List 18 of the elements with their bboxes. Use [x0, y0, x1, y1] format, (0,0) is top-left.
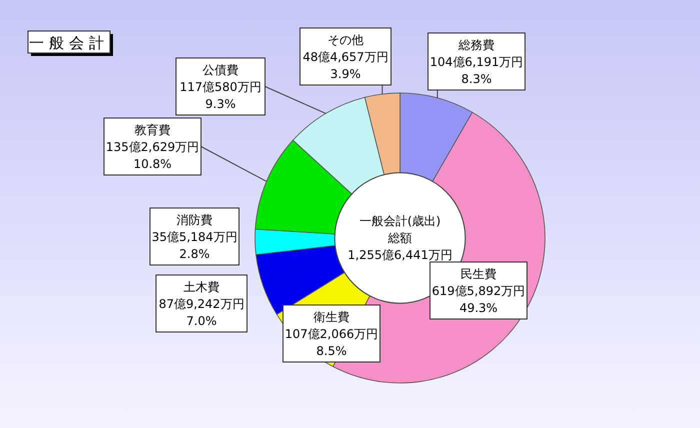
slice-label: 総務費	[458, 38, 494, 52]
data-label: 87億9,242万円 7.0%	[158, 297, 244, 328]
slice-label: 民生費	[460, 267, 496, 281]
chart-title: 一般会計	[29, 34, 109, 52]
slice-label: 公債費	[202, 63, 238, 77]
slice-label: 衛生費	[314, 310, 350, 324]
slice-label: 土木費	[184, 280, 220, 294]
data-label: 117億580万円 9.3%	[180, 80, 262, 111]
data-label: 104億6,191万円 8.3%	[430, 55, 524, 86]
data-label: 135億2,629万円 10.8%	[106, 140, 200, 171]
data-label: 48億4,657万円 3.9%	[302, 50, 388, 81]
data-label: 107億2,066万円 8.5%	[284, 327, 378, 358]
slice-label: 教育費	[134, 123, 170, 137]
data-label: 35億5,184万円 2.8%	[152, 230, 238, 261]
slice-label: その他	[328, 33, 364, 47]
text: 一般会計(歳出) 総額 1,255億6,441万円	[348, 214, 452, 262]
slice-label: 消防費	[176, 213, 212, 227]
data-label: 619億5,892万円 49.3%	[432, 284, 526, 315]
